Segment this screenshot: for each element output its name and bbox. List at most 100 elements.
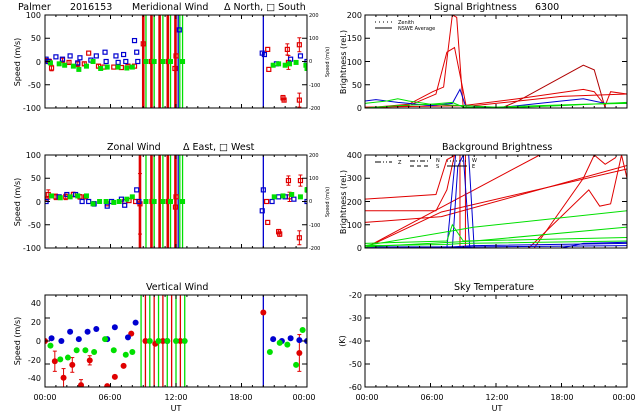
y-tick-label: 40 <box>31 299 41 308</box>
data-point-blue <box>132 319 139 326</box>
data-point-green <box>116 199 122 204</box>
data-point-green <box>124 196 130 202</box>
data-point-red <box>172 204 179 210</box>
data-point-green <box>151 59 157 64</box>
data-point-green <box>293 361 300 368</box>
data-point-green <box>104 64 110 70</box>
data-point-red <box>277 231 283 237</box>
y-tick-labels: 100 50 0 -50 -100 <box>23 11 41 113</box>
y-tick-label: -60 <box>349 383 362 392</box>
data-point-red <box>284 46 290 53</box>
data-point-blue <box>59 56 66 62</box>
data-point-green <box>47 342 54 349</box>
x-tick-label: 18:00 <box>550 393 573 402</box>
series-line-red-eve-1 <box>501 64 606 108</box>
data-point-green <box>181 338 188 344</box>
legend-label: W <box>472 158 477 164</box>
y-tick-labels: 400 300 200 100 0 <box>347 151 362 253</box>
data-point-green <box>56 61 62 67</box>
data-point-red <box>159 338 166 344</box>
data-point-green <box>276 61 282 67</box>
data-point-green <box>124 65 130 71</box>
panel-title: Vertical Wind <box>146 282 208 293</box>
y-tick-label: 200 <box>347 11 362 20</box>
data-point-red <box>173 194 179 200</box>
data-point-red <box>260 309 267 316</box>
data-point-blue <box>291 196 297 202</box>
data-point-blue <box>93 326 100 333</box>
series-line-red-rise-3 <box>365 168 627 248</box>
data-point-green <box>160 199 166 204</box>
panel-title: Sky Temperature <box>454 282 534 293</box>
data-point-blue <box>75 336 82 343</box>
plot-area <box>44 294 308 388</box>
y-tick-labels: 200 150 100 50 0 <box>347 11 362 113</box>
y-tick-label: 100 <box>347 58 362 67</box>
y-tick-label: 50 <box>352 81 362 90</box>
y2-tick-label: -100 <box>309 223 320 229</box>
data-point-green <box>98 65 104 71</box>
series-line-red-rise-2 <box>365 164 627 223</box>
series-line-green-base-1 <box>365 223 627 244</box>
plot-area <box>44 14 308 109</box>
y-tick-label: 300 <box>347 174 362 183</box>
series-line-red-eve-2 <box>463 88 627 107</box>
y2-tick-labels: 200 100 0 -100 -200 <box>309 13 320 112</box>
y-tick-labels: 100 50 0 -50 -100 <box>23 151 41 253</box>
legend-label: Δ East, □ West <box>183 142 255 153</box>
data-point-blue <box>270 336 277 343</box>
data-point-blue <box>269 198 275 205</box>
data-point-red <box>297 177 304 184</box>
legend: Zenith NSWE Average <box>375 20 435 32</box>
y-tick-label: 0 <box>36 58 41 67</box>
y-tick-label: 200 <box>347 198 362 207</box>
data-point-red <box>60 374 67 381</box>
y-tick-label: 150 <box>347 34 362 43</box>
data-point-blue <box>67 328 74 335</box>
series-line-green-dot <box>365 210 627 247</box>
data-point-green <box>129 64 135 70</box>
data-point-blue <box>296 337 303 344</box>
data-point-blue <box>134 49 140 55</box>
panel-title: Zonal Wind <box>107 142 161 153</box>
data-point-red <box>78 382 85 387</box>
data-point-green <box>160 59 166 64</box>
y-tick-label: 100 <box>26 11 41 20</box>
data-point-green <box>115 64 121 70</box>
data-point-blue <box>176 27 182 33</box>
series-line-red-eve-1 <box>528 155 627 248</box>
data-point-blue <box>297 53 304 59</box>
data-point-green <box>83 63 89 69</box>
data-point-red <box>86 357 93 364</box>
data-point-green <box>83 193 89 199</box>
data-point-red <box>104 383 111 387</box>
series-line-red-peak-1 <box>365 15 464 108</box>
legend-label: N <box>436 158 440 164</box>
legend-label: Zenith <box>398 20 414 26</box>
axes-frame <box>364 294 628 388</box>
data-point-blue <box>288 56 294 62</box>
data-point-red <box>285 177 292 184</box>
data-point-red <box>296 349 303 356</box>
y2-axis-label: Speed (m/s) <box>325 187 331 217</box>
y-tick-label: 0 <box>36 198 41 207</box>
data-point-green <box>173 338 179 344</box>
data-point-green <box>64 354 71 361</box>
x-tick-label: 06:00 <box>420 393 443 402</box>
y-axis-label: Brightness (rel.) <box>339 30 348 94</box>
x-tick-label: 00:00 <box>292 393 315 402</box>
data-point-red <box>111 64 117 70</box>
data-point-red <box>296 97 302 103</box>
data-point-blue <box>122 202 128 208</box>
series-line-red-rise-1 <box>365 155 540 248</box>
panel-sky-temperature: Sky Temperature (K) -20 -30 -40 -50 -60 … <box>338 282 636 413</box>
data-point-red <box>66 59 72 66</box>
plot-marks <box>45 15 307 108</box>
data-point-blue <box>124 334 131 341</box>
data-point-blue <box>135 58 141 65</box>
y-tick-label: 0 <box>357 104 362 113</box>
panel-signal-brightness: Signal Brightness 6300 Speed (m/s) Brigh… <box>325 2 628 113</box>
panel-title: Background Brightness <box>442 142 552 153</box>
panel-vertical-wind: Vertical Wind Speed (m/s) 40 20 0 -20 -4… <box>13 282 316 413</box>
plot-area <box>364 294 628 388</box>
